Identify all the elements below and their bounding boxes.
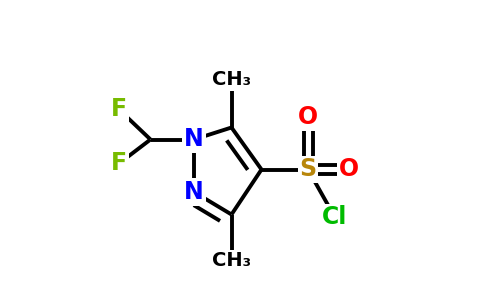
Text: O: O <box>298 105 318 129</box>
Text: F: F <box>111 98 127 122</box>
Text: S: S <box>300 158 317 182</box>
Text: Cl: Cl <box>322 206 348 230</box>
Text: N: N <box>184 180 204 204</box>
Text: CH₃: CH₃ <box>212 251 251 271</box>
Text: N: N <box>184 128 204 152</box>
Text: F: F <box>111 152 127 176</box>
Text: O: O <box>338 158 359 182</box>
Text: CH₃: CH₃ <box>212 70 251 89</box>
